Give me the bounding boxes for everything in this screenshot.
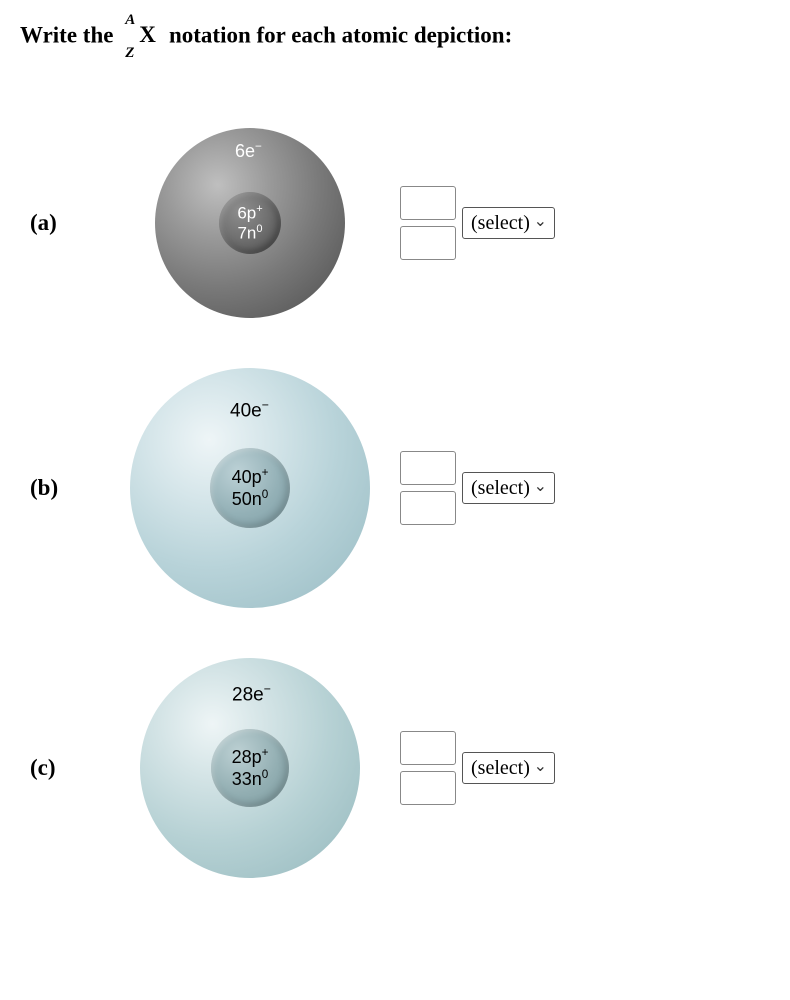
notation-a: A — [125, 12, 135, 29]
proton-label: 28p+ — [232, 746, 269, 768]
atom-sphere: 28e− 28p+33n0 — [140, 658, 360, 878]
atomic-number-input[interactable] — [400, 226, 456, 260]
question-row: (a) 6e− 6p+7n0 (select) — [20, 128, 770, 318]
mass-atomic-inputs — [400, 451, 456, 525]
element-select-wrap: (select) — [462, 752, 555, 784]
element-select[interactable]: (select) — [462, 472, 555, 504]
items-container: (a) 6e− 6p+7n0 (select) (b) 40e− 40p+50n0 (sele… — [20, 128, 770, 878]
mass-atomic-inputs — [400, 186, 456, 260]
question-row: (c) 28e− 28p+33n0 (select) — [20, 658, 770, 878]
element-select-wrap: (select) — [462, 207, 555, 239]
part-label: (a) — [20, 210, 100, 236]
mass-number-input[interactable] — [400, 731, 456, 765]
electron-label: 6e− — [235, 140, 262, 162]
neutron-label: 7n0 — [237, 223, 262, 243]
nucleus: 6p+7n0 — [219, 192, 281, 254]
electron-label: 28e− — [232, 682, 271, 706]
nucleus: 28p+33n0 — [211, 729, 289, 807]
prompt-after: notation for each atomic depiction: — [169, 22, 512, 47]
mass-number-input[interactable] — [400, 186, 456, 220]
notation-z: Z — [125, 45, 134, 62]
question-row: (b) 40e− 40p+50n0 (select) — [20, 368, 770, 608]
neutron-label: 33n0 — [232, 768, 269, 790]
atom-sphere: 40e− 40p+50n0 — [130, 368, 370, 608]
mass-number-input[interactable] — [400, 451, 456, 485]
electron-label: 40e− — [230, 398, 269, 422]
atom-sphere: 6e− 6p+7n0 — [155, 128, 345, 318]
atomic-number-input[interactable] — [400, 491, 456, 525]
prompt-before: Write the — [20, 22, 119, 47]
part-label: (b) — [20, 475, 100, 501]
element-select[interactable]: (select) — [462, 752, 555, 784]
azx-notation: A Z X — [121, 16, 161, 58]
atom-wrap: 28e− 28p+33n0 — [100, 658, 400, 878]
mass-atomic-inputs — [400, 731, 456, 805]
answer-group: (select) — [400, 451, 555, 525]
atom-wrap: 40e− 40p+50n0 — [100, 368, 400, 608]
notation-x: X — [139, 22, 156, 48]
element-select[interactable]: (select) — [462, 207, 555, 239]
answer-group: (select) — [400, 186, 555, 260]
proton-label: 40p+ — [232, 466, 269, 488]
neutron-label: 50n0 — [232, 488, 269, 510]
element-select-wrap: (select) — [462, 472, 555, 504]
answer-group: (select) — [400, 731, 555, 805]
atom-wrap: 6e− 6p+7n0 — [100, 128, 400, 318]
proton-label: 6p+ — [237, 203, 262, 223]
question-prompt: Write the A Z X notation for each atomic… — [20, 16, 770, 58]
part-label: (c) — [20, 755, 100, 781]
atomic-number-input[interactable] — [400, 771, 456, 805]
nucleus: 40p+50n0 — [210, 448, 290, 528]
